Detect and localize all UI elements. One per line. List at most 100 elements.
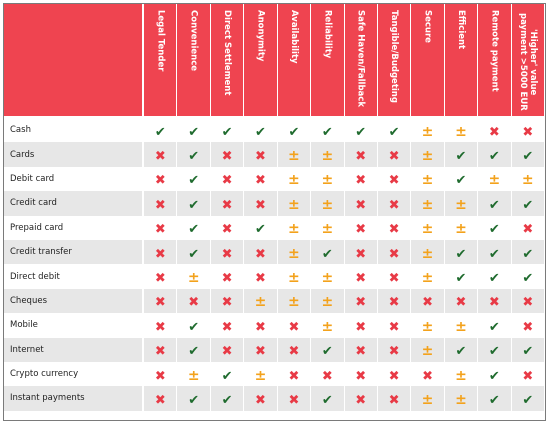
plus-minus-icon: ± bbox=[421, 196, 434, 213]
check-icon: ✔ bbox=[388, 124, 400, 140]
cross-icon: ✖ bbox=[154, 246, 166, 262]
check-icon: ✔ bbox=[188, 392, 200, 408]
plus-minus-icon: ± bbox=[321, 172, 334, 189]
check-icon: ✔ bbox=[355, 124, 367, 140]
table-cell: ✖ bbox=[244, 313, 278, 338]
column-header-label: Safe Haven/Fallback bbox=[355, 10, 366, 107]
table-cell: ✖ bbox=[210, 166, 245, 192]
column-header-label: Reliability bbox=[322, 10, 333, 59]
cross-icon: ✖ bbox=[355, 392, 367, 408]
check-icon: ✔ bbox=[488, 197, 500, 213]
row-label: Crypto currency bbox=[4, 361, 145, 387]
table-cell: ✖ bbox=[511, 118, 545, 143]
table-cell: ✖ bbox=[210, 313, 245, 338]
check-icon: ✔ bbox=[522, 344, 534, 360]
cross-icon: ✖ bbox=[154, 222, 166, 238]
cross-icon: ✖ bbox=[422, 295, 433, 311]
plus-minus-icon: ± bbox=[321, 148, 334, 165]
table-cell: ✖ bbox=[344, 191, 378, 216]
table-cell: ± bbox=[277, 142, 312, 167]
check-icon: ✔ bbox=[488, 344, 500, 360]
column-header-label: Convenience bbox=[188, 10, 199, 72]
table-cell: ✖ bbox=[377, 166, 412, 192]
table-cell: ✖ bbox=[311, 361, 345, 387]
table-row: Debit card ✖ ✔ ✖ ✖ ± ± ✖ ✖ ± ✔ ± ± bbox=[4, 166, 545, 192]
row-label: Direct debit bbox=[4, 264, 145, 289]
plus-minus-icon: ± bbox=[488, 172, 501, 189]
table-cell: ✔ bbox=[177, 313, 211, 338]
table-cell: ± bbox=[411, 142, 445, 167]
table-cell: ✖ bbox=[244, 166, 278, 192]
table-cell: ± bbox=[411, 386, 445, 411]
table-cell: ✖ bbox=[144, 288, 178, 314]
table-cell: ✖ bbox=[344, 166, 378, 192]
table-cell: ✔ bbox=[444, 264, 479, 289]
check-icon: ✔ bbox=[188, 246, 200, 262]
table-cell: ✖ bbox=[244, 142, 278, 167]
check-icon: ✔ bbox=[488, 392, 500, 408]
table-cell: ✔ bbox=[210, 118, 245, 143]
cross-icon: ✖ bbox=[455, 295, 467, 311]
plus-minus-icon: ± bbox=[455, 221, 467, 238]
table-cell: ± bbox=[478, 166, 512, 192]
table-cell: ✔ bbox=[478, 264, 512, 289]
check-icon: ✔ bbox=[255, 222, 266, 238]
cross-icon: ✖ bbox=[388, 222, 400, 238]
check-icon: ✔ bbox=[488, 319, 500, 335]
table-row: Cash ✔ ✔ ✔ ✔ ✔ ✔ ✔ ✔ ± ± ✖ ✖ bbox=[4, 118, 545, 143]
table-cell: ± bbox=[177, 264, 211, 289]
cross-icon: ✖ bbox=[488, 124, 500, 140]
plus-minus-icon: ± bbox=[321, 318, 334, 335]
cross-icon: ✖ bbox=[288, 392, 300, 408]
plus-minus-icon: ± bbox=[521, 172, 534, 189]
check-icon: ✔ bbox=[288, 124, 300, 140]
table-cell: ✔ bbox=[444, 166, 479, 192]
check-icon: ✔ bbox=[221, 368, 233, 384]
table-cell: ✖ bbox=[478, 288, 512, 314]
check-icon: ✔ bbox=[321, 392, 333, 408]
check-icon: ✔ bbox=[488, 246, 500, 262]
cross-icon: ✖ bbox=[388, 344, 400, 360]
plus-minus-icon: ± bbox=[187, 270, 200, 287]
cross-icon: ✖ bbox=[355, 344, 367, 360]
cross-icon: ✖ bbox=[255, 271, 266, 287]
plus-minus-icon: ± bbox=[321, 294, 334, 311]
table-cell: ✔ bbox=[177, 337, 211, 362]
table-cell: ✖ bbox=[277, 386, 312, 411]
cross-icon: ✖ bbox=[154, 149, 166, 165]
plus-minus-icon: ± bbox=[455, 123, 467, 140]
table-cell: ✔ bbox=[444, 142, 479, 167]
table-cell: ✔ bbox=[277, 118, 312, 143]
table-cell: ✖ bbox=[244, 264, 278, 289]
table-cell: ± bbox=[311, 166, 345, 192]
table-cell: ✔ bbox=[478, 191, 512, 216]
table-cell: ✖ bbox=[210, 264, 245, 289]
column-header: Direct Settlement bbox=[210, 4, 245, 118]
cross-icon: ✖ bbox=[355, 295, 367, 311]
column-header-label: Secure bbox=[422, 10, 433, 43]
table-cell: ✖ bbox=[144, 264, 178, 289]
cross-icon: ✖ bbox=[388, 173, 400, 189]
table-cell: ✖ bbox=[511, 215, 545, 240]
column-header: Secure bbox=[411, 4, 445, 118]
table-cell: ✖ bbox=[411, 361, 445, 387]
plus-minus-icon: ± bbox=[288, 270, 300, 287]
table-cell: ± bbox=[444, 215, 479, 240]
row-label: Instant payments bbox=[4, 386, 145, 411]
cross-icon: ✖ bbox=[255, 197, 266, 213]
cross-icon: ✖ bbox=[154, 392, 166, 408]
check-icon: ✔ bbox=[488, 271, 500, 287]
table-cell: ± bbox=[277, 191, 312, 216]
table-cell: ✖ bbox=[144, 142, 178, 167]
row-label: Debit card bbox=[4, 166, 145, 192]
cross-icon: ✖ bbox=[288, 344, 300, 360]
table-cell: ✔ bbox=[344, 118, 378, 143]
cross-icon: ✖ bbox=[388, 197, 400, 213]
plus-minus-icon: ± bbox=[421, 172, 434, 189]
table-cell: ✖ bbox=[144, 337, 178, 362]
column-header: Availability bbox=[277, 4, 312, 118]
table-cell: ✖ bbox=[377, 288, 412, 314]
table-cell: ✔ bbox=[177, 215, 211, 240]
plus-minus-icon: ± bbox=[288, 245, 300, 262]
table-cell: ✔ bbox=[210, 361, 245, 387]
